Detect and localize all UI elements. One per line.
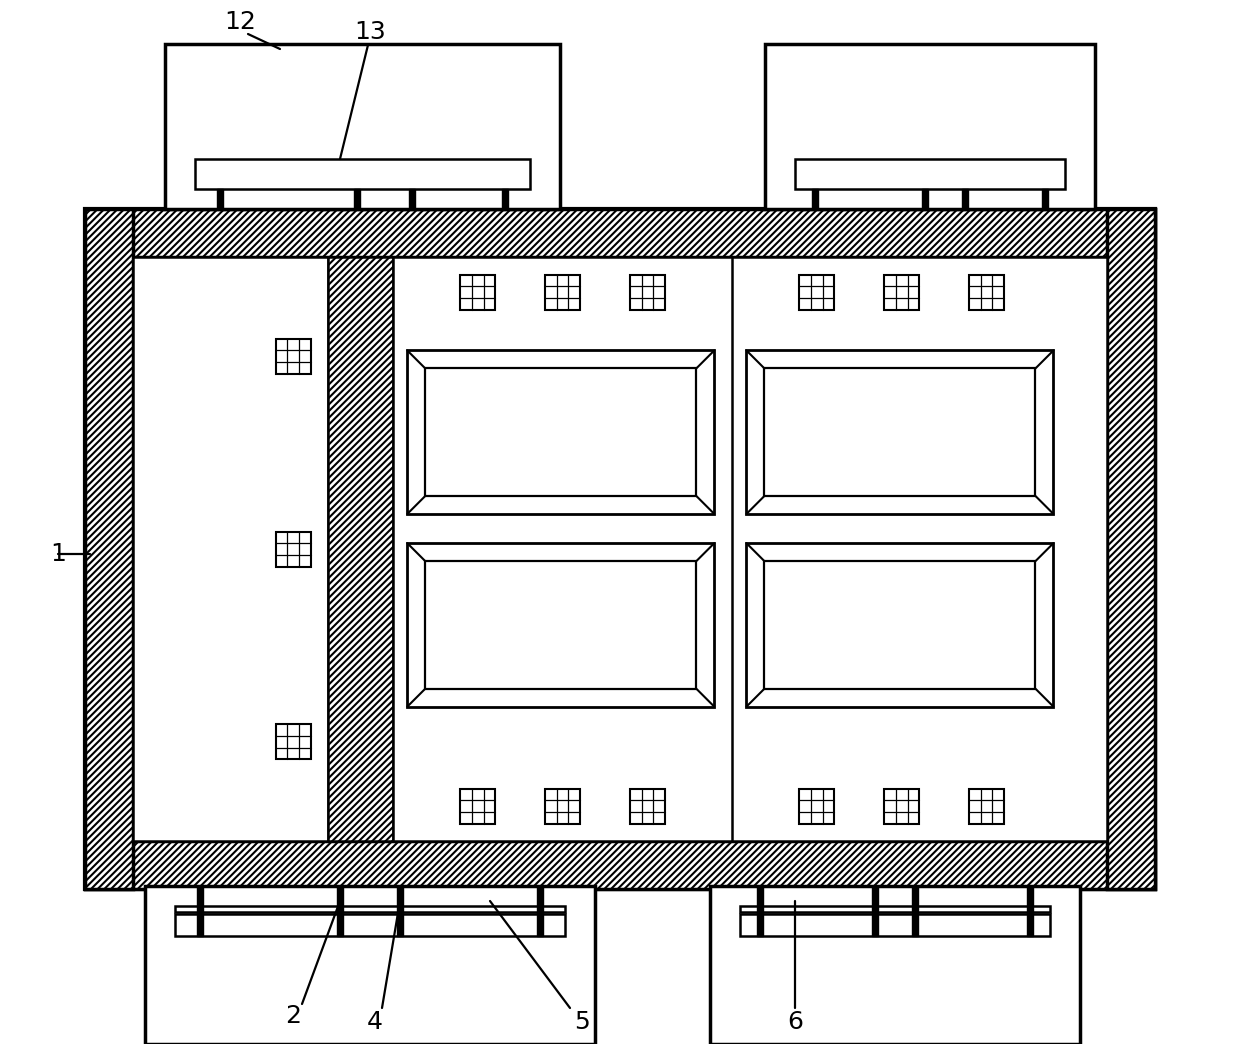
Bar <box>86 209 133 889</box>
Bar <box>765 44 1095 209</box>
Text: 5: 5 <box>574 1010 590 1034</box>
Bar <box>197 886 203 936</box>
Text: 6: 6 <box>787 1010 804 1034</box>
Bar <box>812 189 818 209</box>
Bar <box>746 543 1054 707</box>
Bar <box>393 257 1107 841</box>
Bar <box>968 275 1004 309</box>
Text: 4: 4 <box>367 1010 383 1034</box>
Bar <box>175 906 565 912</box>
Bar <box>1027 886 1033 936</box>
Bar <box>800 788 835 824</box>
Bar <box>923 189 928 209</box>
Bar <box>546 788 580 824</box>
Bar <box>1107 209 1154 889</box>
Text: 12: 12 <box>224 10 255 34</box>
Bar <box>711 886 1080 1044</box>
Bar <box>133 257 1107 841</box>
Bar <box>217 189 223 209</box>
Bar <box>746 351 1054 514</box>
Bar <box>795 159 1065 189</box>
Bar <box>756 886 763 936</box>
Bar <box>425 369 697 496</box>
Text: 1: 1 <box>50 542 66 566</box>
Bar <box>460 788 495 824</box>
Bar <box>397 886 403 936</box>
Bar <box>968 788 1004 824</box>
Bar <box>630 275 665 309</box>
Bar <box>409 189 415 209</box>
Bar <box>962 189 968 209</box>
Bar <box>86 209 1154 889</box>
Bar <box>275 725 310 759</box>
Bar <box>740 914 1050 936</box>
Bar <box>337 886 343 936</box>
Text: 2: 2 <box>285 1004 301 1028</box>
Bar <box>764 562 1035 689</box>
Bar <box>425 562 697 689</box>
Bar <box>546 275 580 309</box>
Bar <box>630 788 665 824</box>
Bar <box>872 886 878 936</box>
Bar <box>86 841 1154 889</box>
Bar <box>537 886 543 936</box>
Bar <box>165 44 560 209</box>
Bar <box>884 788 919 824</box>
Bar <box>353 189 360 209</box>
Bar <box>407 351 714 514</box>
Bar <box>407 543 714 707</box>
Bar <box>884 275 919 309</box>
Bar <box>86 209 1154 257</box>
Bar <box>133 257 329 841</box>
Bar <box>329 257 393 841</box>
Bar <box>275 531 310 567</box>
Bar <box>175 914 565 936</box>
Bar <box>502 189 508 209</box>
Bar <box>764 369 1035 496</box>
Text: 13: 13 <box>355 20 386 44</box>
Bar <box>740 906 1050 912</box>
Bar <box>911 886 918 936</box>
Bar <box>1042 189 1048 209</box>
Bar <box>145 886 595 1044</box>
Bar <box>275 339 310 374</box>
Bar <box>460 275 495 309</box>
Bar <box>800 275 835 309</box>
Bar <box>195 159 529 189</box>
